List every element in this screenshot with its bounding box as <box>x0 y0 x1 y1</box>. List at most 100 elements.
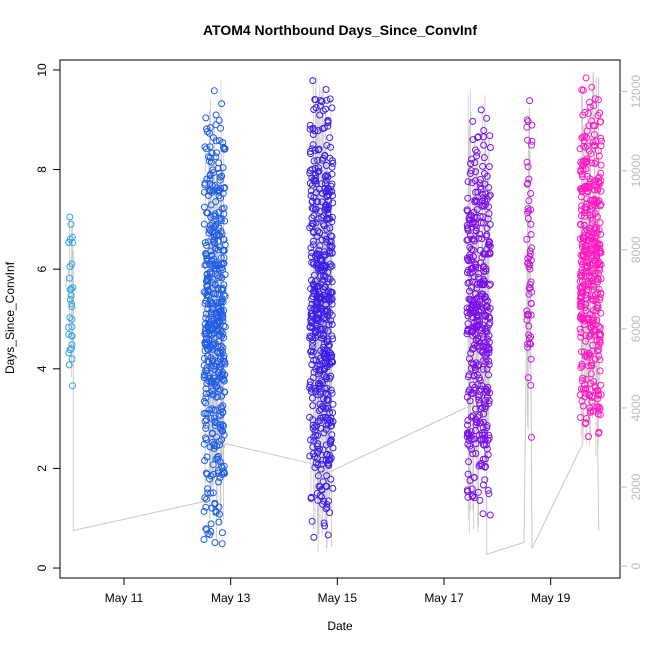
data-point <box>310 356 318 364</box>
data-point <box>591 186 598 194</box>
data-point <box>217 298 225 306</box>
data-point <box>220 259 228 267</box>
data-point <box>476 230 484 238</box>
data-point <box>328 311 336 319</box>
data-point <box>485 210 493 218</box>
data-point <box>324 116 332 124</box>
data-point <box>65 239 73 246</box>
data-point <box>472 405 480 413</box>
data-point <box>586 103 594 111</box>
data-point <box>474 380 482 388</box>
data-point <box>326 409 334 417</box>
data-point <box>593 229 601 236</box>
data-point <box>310 368 318 376</box>
data-point <box>595 346 603 354</box>
data-point <box>468 345 476 353</box>
data-point <box>585 351 593 359</box>
data-point <box>65 330 73 338</box>
data-point <box>310 259 317 267</box>
data-point <box>467 364 475 372</box>
data-point <box>207 528 215 535</box>
data-point <box>316 295 324 303</box>
data-point <box>66 314 74 322</box>
data-point <box>579 251 587 259</box>
data-point <box>311 385 319 392</box>
data-point <box>467 167 475 175</box>
data-point <box>588 398 596 405</box>
data-point <box>471 427 479 435</box>
data-point <box>219 344 227 352</box>
data-point <box>327 288 335 296</box>
data-point <box>218 360 226 368</box>
data-point <box>318 98 326 106</box>
y2-tick-label: 12000 <box>629 75 643 109</box>
data-point <box>202 399 210 407</box>
data-point <box>586 224 594 232</box>
data-point <box>319 349 327 357</box>
data-point <box>523 158 531 166</box>
data-point <box>525 263 533 271</box>
data-point <box>594 174 602 182</box>
data-point <box>329 444 337 452</box>
data-point <box>466 269 474 277</box>
data-point <box>579 173 586 181</box>
data-point <box>467 328 475 336</box>
data-point <box>219 330 227 338</box>
data-point <box>328 170 336 178</box>
data-point <box>483 114 491 122</box>
data-point <box>307 493 315 501</box>
data-point <box>576 325 584 333</box>
data-point <box>219 317 227 325</box>
data-point <box>476 436 484 444</box>
data-point <box>484 436 492 444</box>
data-point <box>319 403 327 411</box>
data-point <box>577 364 585 372</box>
data-point <box>318 377 326 385</box>
data-point <box>527 231 535 238</box>
data-point <box>212 244 220 252</box>
data-point <box>218 529 226 537</box>
data-point <box>206 175 214 183</box>
data-point <box>328 300 336 308</box>
data-point <box>329 484 337 492</box>
data-point <box>587 331 595 339</box>
data-point <box>308 145 316 153</box>
data-point <box>206 319 214 327</box>
data-point <box>585 232 593 240</box>
data-point <box>208 149 216 157</box>
data-point <box>589 122 597 129</box>
data-point <box>474 188 482 196</box>
data-point <box>486 144 494 151</box>
data-point <box>578 360 586 368</box>
data-point <box>211 417 219 425</box>
data-point <box>591 142 599 150</box>
data-point <box>328 104 336 112</box>
data-point <box>325 341 333 349</box>
data-point <box>307 436 315 444</box>
data-point <box>580 212 588 220</box>
data-point <box>203 291 211 299</box>
data-point <box>326 374 334 382</box>
data-point <box>328 262 336 270</box>
data-point <box>220 236 228 244</box>
data-point <box>464 224 471 232</box>
data-point <box>216 173 224 181</box>
data-point <box>485 203 492 211</box>
data-point <box>577 311 585 319</box>
data-point <box>581 385 589 393</box>
data-point <box>484 486 492 494</box>
data-point <box>210 236 218 244</box>
data-point <box>466 232 474 240</box>
data-point <box>212 121 220 129</box>
data-point <box>317 465 325 473</box>
data-point <box>309 424 317 432</box>
data-point <box>207 201 215 209</box>
data-point <box>474 488 482 496</box>
data-point <box>202 385 210 393</box>
data-point <box>476 212 484 220</box>
data-point <box>317 424 325 432</box>
data-point <box>527 299 535 307</box>
data-point <box>316 361 324 369</box>
data-point <box>316 290 324 298</box>
data-point <box>318 198 326 206</box>
